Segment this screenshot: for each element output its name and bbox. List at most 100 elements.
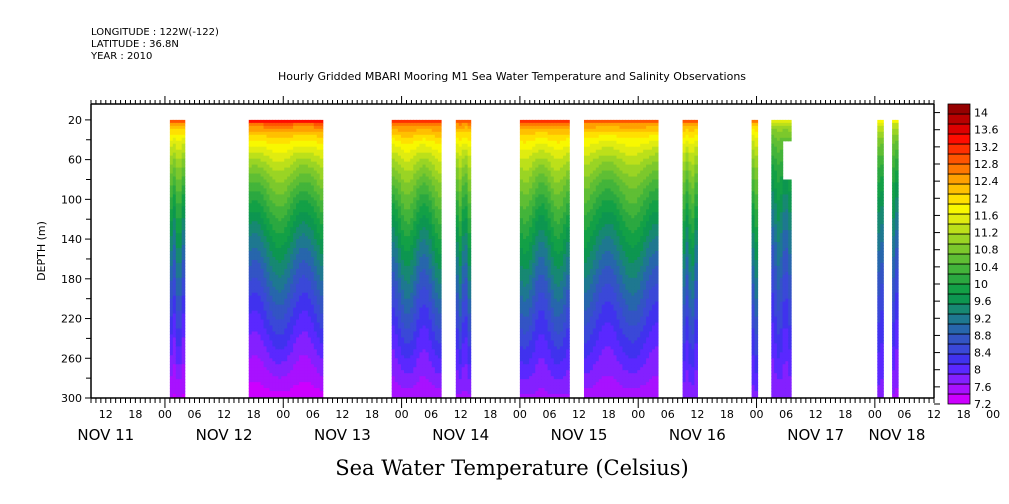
heatmap-cell [175, 376, 180, 380]
heatmap-cell [313, 310, 318, 315]
heatmap-cell [522, 352, 527, 356]
heatmap-cell [181, 271, 186, 276]
heatmap-cell [175, 286, 180, 291]
heatmap-cell [302, 245, 306, 249]
heatmap-cell [302, 194, 306, 198]
heatmap-cell [272, 379, 276, 383]
heatmap-cell [425, 215, 430, 219]
heatmap-cell [437, 125, 442, 130]
heatmap-cell [304, 364, 309, 368]
heatmap-cell [319, 203, 324, 207]
heatmap-cell [313, 239, 318, 243]
heatmap-cell [404, 379, 408, 383]
heatmap-cell [407, 122, 411, 127]
heatmap-cell [319, 385, 324, 389]
heatmap-cell [458, 128, 463, 133]
heatmap-cell [397, 256, 402, 261]
heatmap-cell [260, 325, 265, 330]
heatmap-cell [284, 325, 288, 330]
heatmap-cell [425, 382, 430, 386]
heatmap-cell [248, 194, 253, 198]
heatmap-cell [319, 322, 324, 327]
heatmap-cell [296, 143, 300, 148]
heatmap-cell [434, 242, 439, 246]
heatmap-cell [310, 331, 315, 336]
heatmap-cell [428, 218, 433, 222]
heatmap-cell [428, 358, 433, 362]
heatmap-cell [458, 194, 463, 198]
heatmap-cell [275, 233, 279, 237]
heatmap-cell [522, 212, 527, 216]
heatmap-cell [319, 215, 324, 219]
heatmap-cell [293, 274, 297, 279]
heatmap-cell [299, 334, 303, 339]
heatmap-cell [181, 215, 186, 219]
heatmap-cell [397, 253, 402, 258]
heatmap-cell [169, 209, 174, 213]
heatmap-cell [293, 394, 297, 398]
heatmap-cell [254, 331, 259, 336]
heatmap-cell [394, 179, 399, 184]
heatmap-cell [257, 391, 262, 395]
heatmap-cell [394, 218, 399, 222]
heatmap-cell [404, 271, 408, 276]
heatmap-cell [251, 245, 256, 249]
heatmap-cell [310, 382, 315, 386]
heatmap-cell [419, 248, 424, 252]
heatmap-cell [464, 230, 469, 234]
heatmap-cell [410, 352, 414, 356]
heatmap-cell [281, 239, 285, 243]
heatmap-cell [290, 361, 294, 365]
heatmap-cell [263, 352, 268, 356]
heatmap-cell [391, 185, 396, 190]
heatmap-cell [437, 161, 442, 166]
heatmap-cell [287, 203, 291, 207]
heatmap-cell [313, 185, 318, 190]
heatmap-cell [416, 364, 421, 368]
heatmap-cell [319, 265, 324, 270]
heatmap-cell [278, 334, 282, 339]
heatmap-cell [519, 158, 524, 163]
heatmap-cell [248, 274, 253, 279]
heatmap-cell [307, 218, 312, 222]
heatmap-cell [437, 236, 442, 240]
heatmap-cell [304, 119, 309, 124]
heatmap-cell [278, 248, 282, 252]
heatmap-cell [519, 343, 524, 347]
heatmap-cell [425, 298, 430, 303]
heatmap-cell [316, 128, 321, 133]
heatmap-cell [464, 256, 469, 261]
heatmap-cell [458, 328, 463, 333]
heatmap-cell [316, 131, 321, 136]
heatmap-cell [394, 376, 399, 380]
heatmap-cell [431, 352, 436, 356]
heatmap-cell [416, 391, 421, 395]
heatmap-cell [455, 182, 460, 187]
heatmap-cell [407, 200, 411, 204]
heatmap-cell [434, 301, 439, 306]
heatmap-cell [437, 274, 442, 279]
heatmap-cell [458, 313, 463, 318]
heatmap-cell [278, 343, 282, 347]
heatmap-cell [269, 337, 274, 341]
heatmap-cell [307, 197, 312, 201]
heatmap-cell [410, 209, 414, 213]
heatmap-cell [257, 131, 262, 136]
heatmap-cell [404, 149, 408, 154]
heatmap-cell [467, 304, 472, 309]
heatmap-cell [302, 379, 306, 383]
heatmap-cell [407, 364, 411, 368]
heatmap-cell [302, 289, 306, 294]
heatmap-cell [251, 221, 256, 225]
heatmap-cell [299, 253, 303, 258]
heatmap-cell [394, 137, 399, 142]
heatmap-cell [290, 274, 294, 279]
heatmap-cell [263, 218, 268, 222]
heatmap-cell [290, 376, 294, 380]
heatmap-cell [413, 173, 417, 178]
heatmap-cell [178, 191, 183, 195]
heatmap-cell [437, 352, 442, 356]
heatmap-cell [287, 295, 291, 300]
heatmap-cell [458, 364, 463, 368]
heatmap-cell [275, 206, 279, 210]
